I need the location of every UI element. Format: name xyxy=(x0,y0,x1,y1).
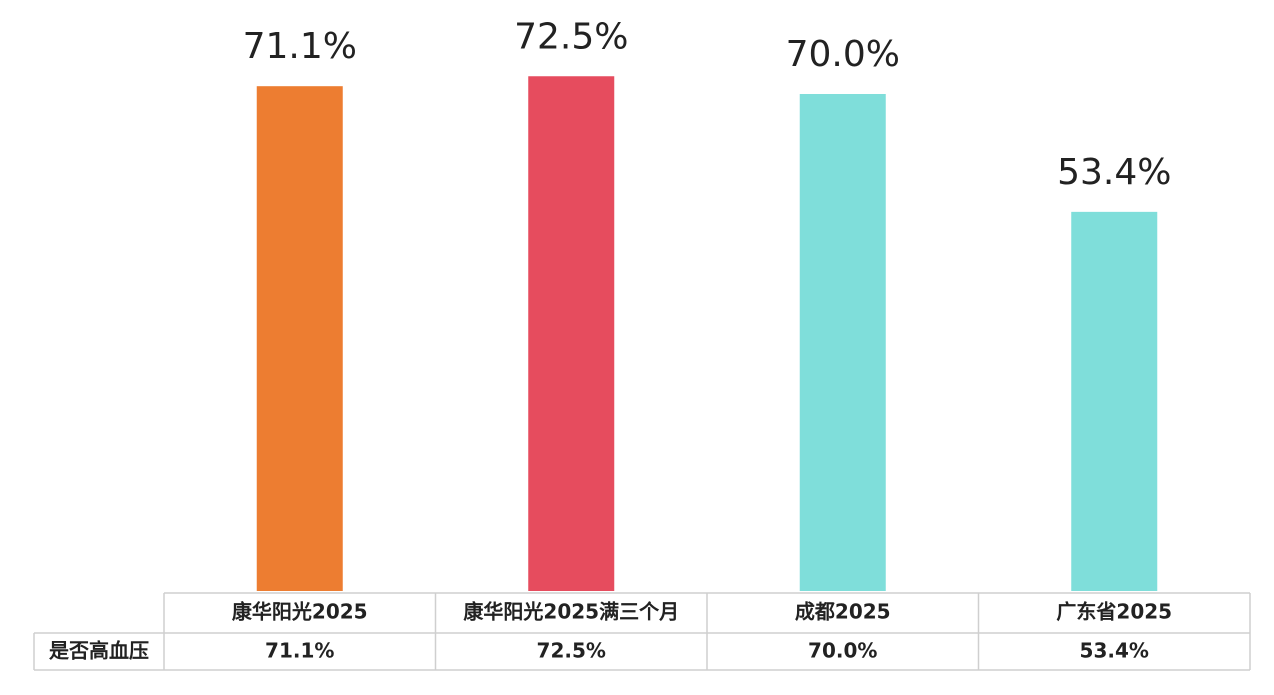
table-value: 72.5% xyxy=(537,639,606,663)
table-value: 71.1% xyxy=(265,639,334,663)
value-label: 53.4% xyxy=(1057,152,1171,193)
table-category: 康华阳光2025 xyxy=(232,600,368,624)
value-label: 71.1% xyxy=(243,26,357,67)
value-label: 70.0% xyxy=(786,34,900,75)
bar xyxy=(256,86,343,591)
bar xyxy=(799,94,886,591)
table-category: 康华阳光2025满三个月 xyxy=(463,600,679,624)
table-category: 广东省2025 xyxy=(1056,600,1172,624)
table-row-label: 是否高血压 xyxy=(48,639,149,663)
value-label: 72.5% xyxy=(514,16,628,57)
table-value: 70.0% xyxy=(808,639,877,663)
table-category: 成都2025 xyxy=(795,600,891,624)
bar xyxy=(1071,211,1158,592)
table-value: 53.4% xyxy=(1080,639,1149,663)
bar xyxy=(528,76,615,591)
